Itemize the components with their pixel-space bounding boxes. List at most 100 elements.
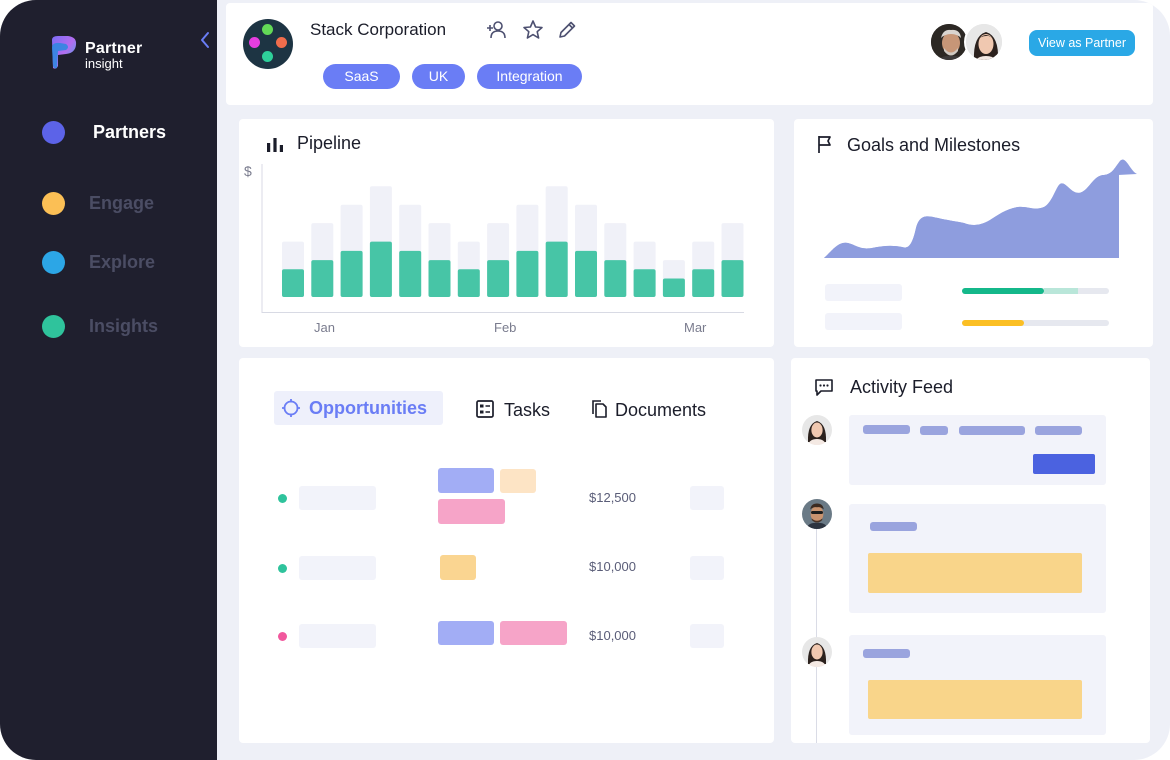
target-icon	[282, 399, 300, 417]
company-header: Stack Corporation SaaS UK Integration	[226, 3, 1153, 105]
opportunity-amount: $10,000	[589, 559, 636, 574]
label-chip	[500, 469, 536, 493]
brand-subtitle: insight	[85, 56, 123, 71]
name-placeholder	[299, 556, 376, 580]
opportunity-amount: $10,000	[589, 628, 636, 643]
action-placeholder[interactable]	[690, 486, 724, 510]
brand-name: Partner	[85, 40, 143, 57]
tab-label: Tasks	[504, 400, 551, 420]
pipeline-title: Pipeline	[297, 133, 362, 153]
bar-chart-icon	[267, 138, 283, 152]
collapse-sidebar-icon[interactable]	[196, 28, 214, 52]
table-row[interactable]: $10,000	[239, 533, 774, 593]
attachment-placeholder	[868, 680, 1082, 719]
sidebar-item-explore[interactable]: Explore	[42, 247, 202, 277]
text-placeholder	[959, 426, 1025, 435]
sidebar-item-engage[interactable]: Engage	[42, 188, 202, 218]
label-chip	[438, 621, 494, 645]
text-placeholder	[863, 425, 910, 434]
pipeline-value-bar	[721, 260, 744, 297]
avatar[interactable]	[802, 415, 832, 445]
feed-item[interactable]	[849, 415, 1106, 485]
engage-dot-icon	[42, 192, 65, 215]
tab-label: Documents	[615, 400, 707, 420]
tab-tasks[interactable]: Tasks	[475, 391, 565, 425]
activity-feed-card: Activity Feed	[791, 358, 1150, 743]
logo-dot-icon	[276, 37, 287, 48]
flag-icon	[818, 136, 831, 153]
goal-label-placeholder	[825, 313, 902, 330]
edit-pencil-icon[interactable]	[554, 17, 580, 43]
goals-area-chart	[824, 159, 1137, 258]
x-tick-label: Feb	[494, 320, 517, 335]
text-placeholder	[1035, 426, 1082, 435]
logo-dot-icon	[249, 37, 260, 48]
sidebar-item-partners[interactable]: Partners	[42, 117, 202, 147]
pipeline-value-bar	[487, 260, 510, 297]
pipeline-value-bar	[545, 241, 568, 297]
pipeline-value-bar	[457, 269, 480, 297]
label-chip	[500, 621, 567, 645]
sidebar-item-label: Engage	[89, 193, 155, 213]
x-tick-label: Jan	[314, 320, 335, 335]
goal-progress-secondary	[1044, 288, 1078, 294]
x-tick-label: Mar	[684, 320, 707, 335]
y-axis-unit: $	[244, 163, 252, 179]
tasks-icon	[476, 400, 494, 418]
label-chip	[440, 555, 476, 580]
timeline-line	[816, 526, 817, 743]
pipeline-value-bar	[369, 241, 392, 297]
status-dot	[278, 632, 287, 641]
avatar-woman-icon	[802, 637, 832, 667]
pipeline-chart	[261, 164, 744, 313]
goals-card: Goals and Milestones	[794, 119, 1153, 347]
tag-uk[interactable]: UK	[412, 64, 465, 89]
name-placeholder	[299, 624, 376, 648]
tab-label: Opportunities	[309, 398, 427, 418]
label-chip	[438, 468, 494, 493]
pipeline-value-bar	[692, 269, 715, 297]
action-placeholder[interactable]	[690, 556, 724, 580]
goals-title: Goals and Milestones	[847, 135, 1021, 155]
avatar[interactable]	[802, 499, 832, 529]
tag-saas[interactable]: SaaS	[323, 64, 400, 89]
table-row[interactable]: $10,000	[239, 602, 774, 662]
partner-insight-logo-icon	[52, 36, 77, 69]
pipeline-value-bar	[633, 269, 656, 297]
feed-item[interactable]	[849, 504, 1106, 613]
sidebar-item-label: Explore	[89, 252, 156, 272]
add-person-icon[interactable]	[484, 17, 510, 43]
documents-icon	[592, 400, 607, 418]
avatar-man-icon	[802, 499, 832, 529]
table-row[interactable]: $12,500	[239, 464, 774, 524]
avatar-woman-icon	[802, 415, 832, 445]
goal-progress-track	[962, 320, 1109, 326]
pipeline-value-bar	[604, 260, 627, 297]
activity-feed-title: Activity Feed	[850, 377, 954, 397]
sidebar-item-insights[interactable]: Insights	[42, 311, 202, 341]
sidebar-item-label: Insights	[89, 316, 159, 336]
pipeline-value-bar	[340, 250, 363, 297]
action-placeholder[interactable]	[1033, 454, 1095, 474]
avatar[interactable]	[929, 22, 969, 62]
insights-dot-icon	[42, 315, 65, 338]
avatar[interactable]	[964, 22, 1004, 62]
tag-integration[interactable]: Integration	[477, 64, 582, 89]
sidebar-item-label: Partners	[93, 122, 167, 142]
label-chip	[438, 499, 505, 524]
avatar[interactable]	[802, 637, 832, 667]
sidebar: Partner insight Partners Engage Explore …	[0, 0, 217, 760]
avatar-woman-icon	[966, 24, 1002, 60]
tab-opportunities[interactable]: Opportunities	[274, 391, 443, 425]
star-icon[interactable]	[520, 17, 546, 43]
pipeline-value-bar	[282, 269, 304, 297]
logo-dot-icon	[262, 24, 273, 35]
action-placeholder[interactable]	[690, 624, 724, 648]
view-as-partner-button[interactable]: View as Partner	[1029, 30, 1135, 56]
pipeline-value-bar	[399, 250, 422, 297]
tab-documents[interactable]: Documents	[589, 391, 729, 425]
feed-item[interactable]	[849, 635, 1106, 735]
text-placeholder	[920, 426, 948, 435]
brand-logo[interactable]: Partner insight	[48, 36, 188, 76]
